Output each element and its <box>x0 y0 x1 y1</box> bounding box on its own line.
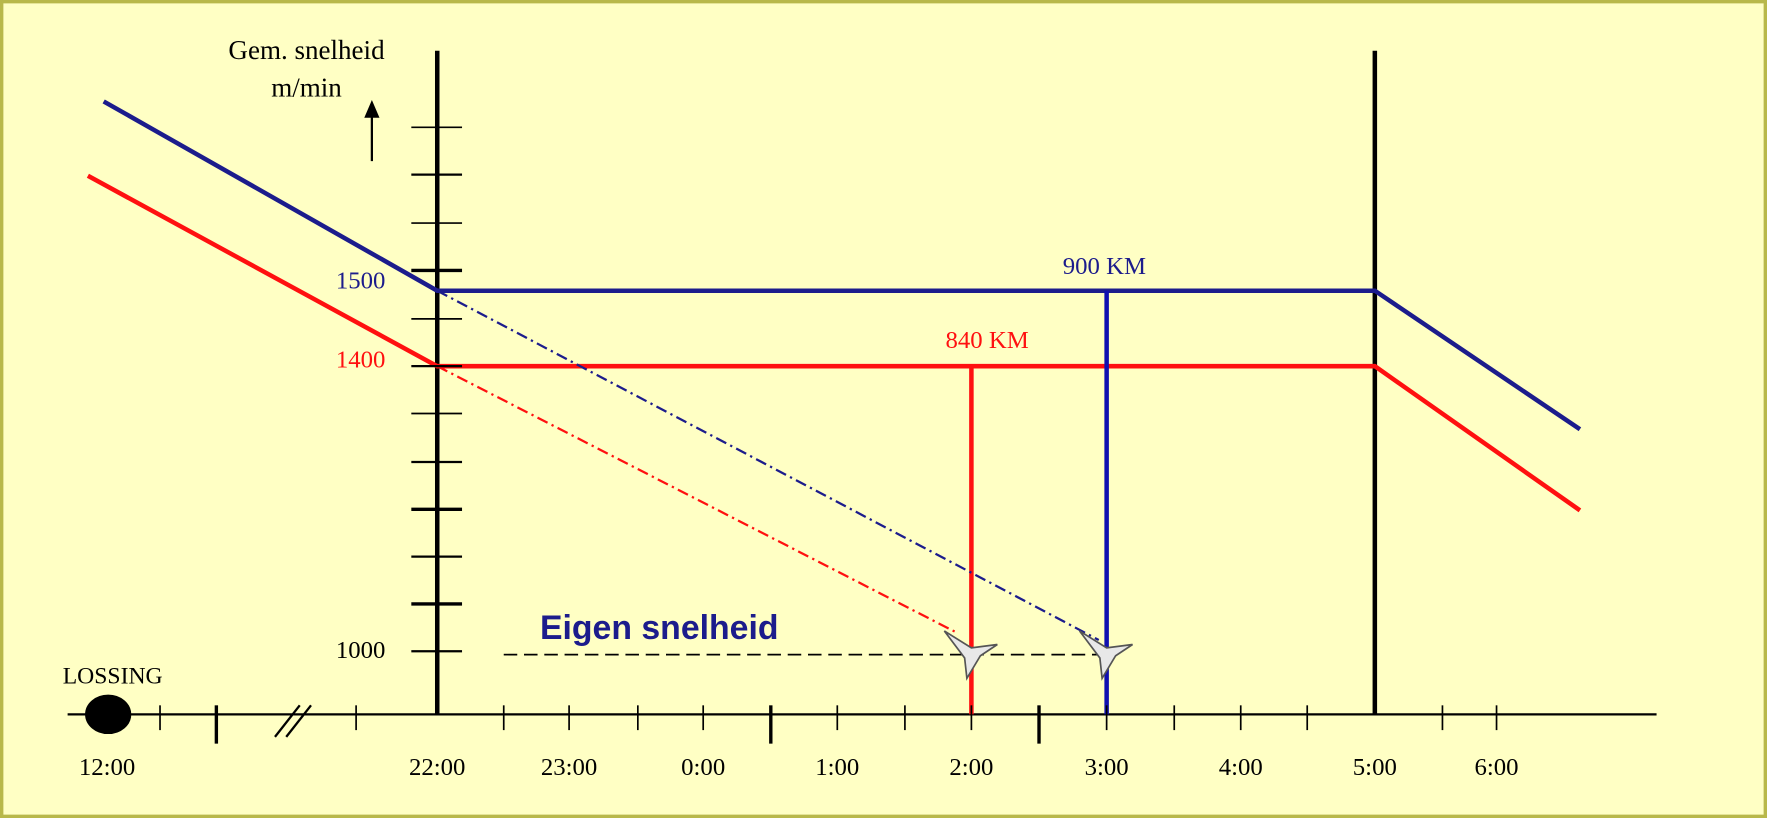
distance-label: 840 KM <box>946 327 1029 354</box>
speed-label: 1000 <box>336 637 386 664</box>
speed-lines <box>86 99 1582 715</box>
red-speed-line <box>86 173 1582 513</box>
distance-label: 900 KM <box>1063 253 1146 280</box>
own-speed-label: Eigen snelheid <box>540 609 779 647</box>
release-dot <box>85 694 132 735</box>
time-label: 5:00 <box>1353 754 1397 781</box>
axis-title: m/min <box>271 72 342 102</box>
time-label: 23:00 <box>541 754 597 781</box>
axis-break <box>274 704 301 738</box>
time-label: 22:00 <box>409 754 465 781</box>
blue-speed-line <box>102 99 1582 432</box>
pigeons <box>943 630 1134 681</box>
time-label: 2:00 <box>949 754 993 781</box>
pigeon-icon <box>943 630 998 681</box>
speed-label: 1400 <box>336 346 386 373</box>
axis-break <box>285 704 312 738</box>
axis-arrow-head <box>364 99 380 118</box>
pigeon-icon <box>1078 630 1134 681</box>
time-label: 0:00 <box>681 754 725 781</box>
release-label: LOSSING <box>63 664 163 690</box>
speed-label: 1500 <box>336 267 386 294</box>
time-label: 6:00 <box>1475 754 1519 781</box>
time-label: 1:00 <box>815 754 859 781</box>
red-projection <box>436 365 959 635</box>
axis-title: Gem. snelheid <box>228 35 385 65</box>
time-label: 12:00 <box>79 754 135 781</box>
time-label: 4:00 <box>1219 754 1263 781</box>
time-label: 3:00 <box>1085 754 1129 781</box>
